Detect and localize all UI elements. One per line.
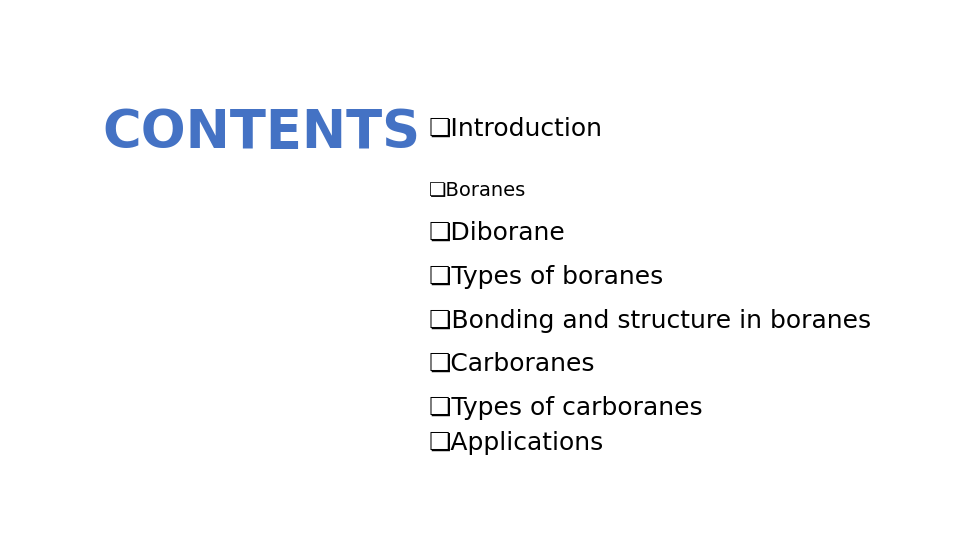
Text: ❏Diborane: ❏Diborane bbox=[429, 221, 565, 245]
Text: ❏Types of boranes: ❏Types of boranes bbox=[429, 265, 663, 289]
Text: ❏Applications: ❏Applications bbox=[429, 431, 604, 455]
Text: ❏Introduction: ❏Introduction bbox=[429, 117, 603, 141]
Text: CONTENTS: CONTENTS bbox=[103, 107, 420, 159]
Text: ❏Bonding and structure in boranes: ❏Bonding and structure in boranes bbox=[429, 308, 871, 333]
Text: ❏Types of carboranes: ❏Types of carboranes bbox=[429, 396, 703, 420]
Text: ❏Boranes: ❏Boranes bbox=[429, 180, 526, 199]
Text: ❏Carboranes: ❏Carboranes bbox=[429, 352, 595, 376]
